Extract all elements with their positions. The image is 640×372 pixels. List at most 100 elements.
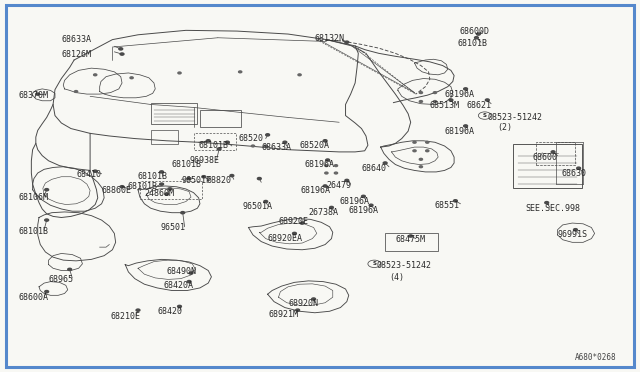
Circle shape — [74, 90, 77, 92]
Circle shape — [178, 72, 181, 74]
Text: 68475M: 68475M — [396, 235, 426, 244]
Circle shape — [160, 183, 164, 185]
Bar — [385, 233, 438, 251]
Text: 68600A: 68600A — [19, 294, 49, 302]
Text: 96938E: 96938E — [189, 156, 219, 165]
Circle shape — [189, 272, 193, 274]
Circle shape — [419, 100, 422, 102]
Circle shape — [426, 150, 429, 152]
Bar — [536, 141, 575, 164]
Text: 68600D: 68600D — [460, 26, 489, 36]
Text: 68490N: 68490N — [167, 267, 196, 276]
Circle shape — [217, 148, 221, 150]
Circle shape — [577, 167, 580, 169]
Text: 68600: 68600 — [532, 153, 557, 161]
Circle shape — [324, 165, 328, 167]
Text: 68520A: 68520A — [300, 141, 330, 151]
Circle shape — [180, 212, 184, 214]
Text: 68920N: 68920N — [288, 299, 318, 308]
Text: 68101B: 68101B — [138, 172, 168, 181]
Text: 96501A: 96501A — [242, 202, 272, 211]
Text: 96991S: 96991S — [557, 230, 588, 240]
Text: 68196A: 68196A — [349, 206, 379, 215]
Circle shape — [383, 162, 387, 164]
Circle shape — [165, 193, 169, 195]
Circle shape — [300, 222, 304, 224]
Circle shape — [120, 53, 124, 55]
Text: 26479: 26479 — [326, 181, 351, 190]
Text: 68551: 68551 — [435, 201, 460, 210]
Text: 96501P: 96501P — [181, 176, 211, 185]
Text: 96501: 96501 — [161, 223, 186, 232]
Text: 68370M: 68370M — [19, 91, 49, 100]
Circle shape — [369, 204, 373, 206]
Text: 68106M: 68106M — [19, 193, 49, 202]
Text: (4): (4) — [389, 273, 404, 282]
Bar — [513, 144, 582, 188]
Circle shape — [454, 200, 458, 202]
Circle shape — [206, 140, 210, 142]
Text: 68621: 68621 — [467, 101, 492, 110]
Circle shape — [252, 145, 255, 147]
Circle shape — [464, 125, 467, 127]
Circle shape — [551, 151, 555, 153]
Text: 68196A: 68196A — [301, 186, 331, 195]
Circle shape — [93, 170, 97, 172]
Bar — [140, 181, 202, 199]
Circle shape — [409, 235, 413, 237]
Circle shape — [345, 41, 349, 43]
Circle shape — [326, 159, 330, 161]
Text: (2): (2) — [497, 123, 513, 132]
Circle shape — [426, 141, 429, 143]
Circle shape — [298, 74, 301, 76]
Circle shape — [283, 141, 287, 143]
Circle shape — [474, 37, 478, 39]
Text: 68101B: 68101B — [127, 182, 157, 191]
Circle shape — [324, 172, 328, 174]
Text: 08523-51242: 08523-51242 — [376, 261, 431, 270]
Circle shape — [330, 206, 333, 209]
Circle shape — [362, 195, 365, 198]
Circle shape — [160, 171, 164, 173]
Circle shape — [130, 77, 133, 79]
Circle shape — [93, 74, 97, 76]
Text: 68196A: 68196A — [445, 90, 474, 99]
Circle shape — [257, 177, 261, 180]
Text: 68520: 68520 — [239, 134, 264, 143]
Text: 26738A: 26738A — [308, 208, 339, 217]
Circle shape — [476, 33, 480, 35]
Text: 68132N: 68132N — [315, 34, 345, 43]
Text: 68196A: 68196A — [445, 126, 474, 136]
Text: 68633A: 68633A — [61, 35, 92, 44]
Circle shape — [312, 298, 316, 300]
Circle shape — [36, 93, 40, 95]
Circle shape — [187, 177, 191, 180]
Circle shape — [323, 140, 327, 142]
Text: 68210E: 68210E — [111, 312, 141, 321]
Text: 68920EA: 68920EA — [268, 234, 303, 243]
Text: 68196A: 68196A — [304, 160, 334, 169]
Circle shape — [264, 145, 268, 147]
Circle shape — [485, 99, 489, 101]
Text: S: S — [483, 113, 487, 118]
Text: 68420: 68420 — [157, 307, 182, 316]
Circle shape — [119, 48, 123, 50]
Text: S: S — [372, 261, 376, 266]
Text: 68513M: 68513M — [430, 101, 460, 110]
Circle shape — [345, 179, 349, 182]
Text: 68420A: 68420A — [164, 281, 193, 290]
Text: 24860M: 24860M — [145, 189, 174, 198]
Circle shape — [413, 141, 416, 143]
Circle shape — [419, 92, 422, 93]
Bar — [151, 103, 196, 124]
Bar — [151, 130, 177, 144]
Text: 68101B: 68101B — [172, 160, 202, 169]
Text: 68101B: 68101B — [458, 39, 487, 48]
Text: 68820: 68820 — [206, 176, 231, 185]
Circle shape — [187, 280, 191, 283]
Circle shape — [266, 134, 269, 136]
Text: 68633A: 68633A — [261, 142, 291, 151]
Circle shape — [323, 185, 327, 187]
Text: 68630: 68630 — [561, 169, 586, 177]
Circle shape — [433, 100, 436, 102]
